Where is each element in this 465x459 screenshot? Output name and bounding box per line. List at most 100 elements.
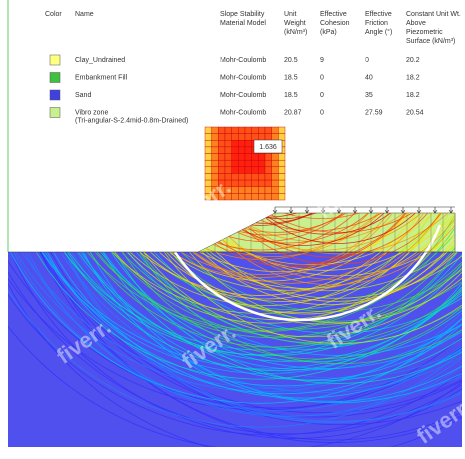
slip-arc: [86, 213, 462, 360]
grid-cell: [278, 173, 286, 181]
safety-grid: 1.636: [204, 126, 286, 201]
slip-arc: [118, 213, 462, 315]
slip-arc: [194, 213, 450, 220]
grid-cell: [278, 166, 286, 174]
color-swatch: [49, 89, 61, 101]
grid-cell: [251, 159, 259, 168]
color-swatch: [49, 54, 61, 66]
grid-cell: [264, 173, 272, 181]
cell: Mohr-Coulomb: [220, 57, 266, 64]
slip-arc: [142, 213, 378, 226]
cell: 9: [320, 57, 324, 64]
grid-cell: [238, 133, 246, 141]
column-header: Effective: [365, 11, 392, 18]
cell: 18.5: [284, 92, 298, 99]
load-arrow: [336, 207, 342, 214]
grid-cell: [271, 153, 279, 161]
load-arrow: [384, 207, 390, 214]
cell: 18.2: [406, 74, 420, 81]
load-arrow: [352, 207, 358, 214]
grid-cell: [218, 133, 226, 141]
grid-cell: [244, 193, 252, 201]
slip-arc: [65, 213, 462, 324]
grid-cell: [264, 179, 272, 187]
grid-cell: [244, 126, 252, 134]
slip-arc: [102, 213, 462, 338]
slip-arc: [48, 213, 462, 348]
grid-cell: [224, 126, 232, 134]
grid-cell: [218, 126, 226, 134]
grid-cell: [204, 166, 212, 174]
grid-cell: [264, 153, 272, 161]
grid-cell: [258, 153, 266, 161]
slip-arc: [8, 213, 462, 404]
grid-cell: [264, 186, 272, 194]
grid-cell: [204, 159, 212, 168]
column-header: Slope Stability: [220, 11, 265, 18]
slip-arc: [127, 213, 462, 292]
grid-cell: [258, 126, 266, 134]
cell: 20.5: [284, 57, 298, 64]
column-header: Name: [75, 11, 94, 18]
slip-arc: [8, 213, 462, 411]
slip-arc: [179, 213, 385, 220]
slip-arc: [143, 213, 411, 233]
grid-cell: [218, 146, 226, 154]
grid-cell: [211, 159, 219, 168]
slip-arc: [125, 213, 462, 344]
slip-arc: [17, 213, 462, 399]
column-header: Cohesion: [320, 20, 350, 27]
slip-arc: [104, 213, 462, 365]
slip-arc: [82, 213, 462, 384]
grid-cell: [231, 153, 239, 161]
cell: 18.5: [284, 74, 298, 81]
grid-cell: [264, 159, 272, 168]
slip-arc: [55, 213, 462, 369]
column-header: Constant Unit Wt.: [406, 11, 461, 18]
slip-arc: [175, 213, 462, 255]
grid-cell: [231, 146, 239, 154]
slip-arc: [92, 213, 429, 278]
column-header: Friction: [365, 20, 388, 27]
grid-cell: [244, 159, 252, 168]
material-name: (Tri-angular-S-2.4mid-0.8m-Drained): [75, 117, 188, 124]
slip-arc: [29, 213, 462, 394]
grid-cell: [224, 140, 232, 148]
cell: 18.2: [406, 92, 420, 99]
grid-cell: [258, 179, 266, 187]
grid-cell: [244, 173, 252, 181]
slip-arc: [148, 213, 439, 268]
grid-cell: [231, 133, 239, 141]
grid-cell: [211, 166, 219, 174]
grid-cell: [251, 179, 259, 187]
grid-cell: [224, 133, 232, 141]
load-arrow: [304, 207, 310, 214]
grid-cell: [211, 133, 219, 141]
grid-cell: [264, 166, 272, 174]
slip-arc: [22, 213, 462, 357]
grid-cell: [244, 140, 252, 148]
grid-cell: [238, 173, 246, 181]
grid-cell: [264, 126, 272, 134]
load-arrow: [368, 207, 374, 214]
grid-cell: [204, 133, 212, 141]
column-header: Weight: [284, 20, 306, 27]
slip-arc: [86, 213, 462, 313]
grid-cell: [251, 126, 259, 134]
slip-arc: [155, 213, 438, 265]
cell: Mohr-Coulomb: [220, 74, 266, 81]
grid-cell: [258, 159, 266, 168]
slip-arc: [68, 213, 462, 307]
slip-arc: [145, 213, 462, 324]
grid-cell: [271, 186, 279, 194]
grid-cell: [278, 133, 286, 141]
slip-arc: [30, 213, 462, 333]
load-arrow: [432, 207, 438, 214]
cell: 40: [365, 74, 373, 81]
column-header: (kPa): [320, 29, 337, 36]
grid-cell: [238, 126, 246, 134]
grid-cell: [231, 179, 239, 187]
grid-cell: [258, 133, 266, 141]
cell: 0: [320, 92, 324, 99]
